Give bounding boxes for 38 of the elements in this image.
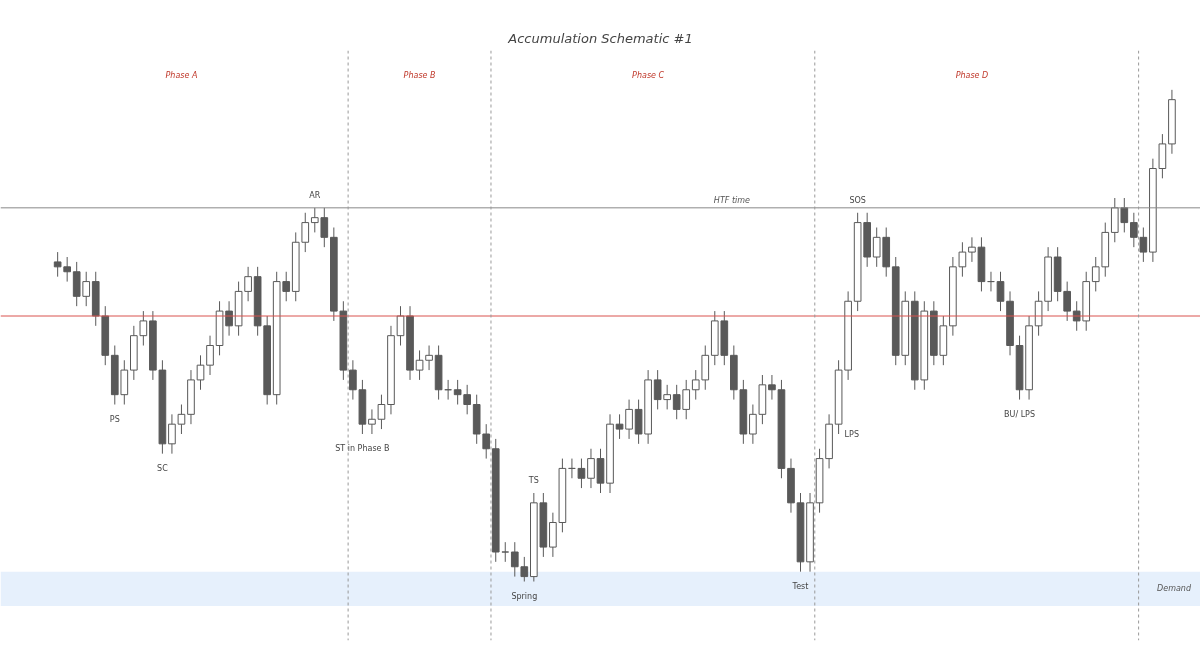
text: Phase A bbox=[165, 71, 198, 80]
chart-title: Accumulation Schematic #1 bbox=[507, 30, 693, 46]
candlestick bbox=[587, 448, 595, 489]
candlestick bbox=[377, 394, 386, 430]
annotation: PS bbox=[109, 414, 120, 424]
text: Test bbox=[791, 581, 809, 591]
candlestick bbox=[768, 374, 776, 401]
candlestick bbox=[520, 556, 529, 582]
ref-line-label: HTF time bbox=[713, 195, 751, 205]
candlestick bbox=[368, 408, 376, 435]
candlestick bbox=[177, 404, 186, 435]
annotation: ST in Phase B bbox=[335, 444, 390, 453]
candlestick bbox=[1091, 256, 1100, 292]
candlestick bbox=[749, 404, 757, 445]
annotation: BU/ LPS bbox=[1004, 409, 1036, 419]
text: Phase C bbox=[632, 71, 665, 80]
candlestick bbox=[996, 271, 1005, 312]
candlestick bbox=[53, 251, 62, 278]
candlestick bbox=[577, 458, 586, 489]
candlestick bbox=[510, 541, 519, 578]
candlestick bbox=[206, 335, 214, 376]
candlestick bbox=[63, 256, 71, 283]
candlestick bbox=[349, 359, 357, 401]
candlestick bbox=[501, 541, 510, 563]
candlestick bbox=[482, 423, 491, 460]
candlestick bbox=[168, 413, 176, 455]
text: Phase D bbox=[955, 71, 989, 80]
annotation: SOS bbox=[849, 195, 866, 205]
candlestick bbox=[301, 212, 310, 253]
text: Spring bbox=[511, 591, 538, 601]
annotation: SC bbox=[157, 463, 169, 473]
text: Phase B bbox=[403, 71, 436, 80]
annotation: LPS bbox=[844, 429, 859, 439]
annotation: TS bbox=[527, 476, 539, 485]
candlestick bbox=[196, 354, 205, 391]
annotation: AR bbox=[309, 190, 321, 200]
band-label: Demand bbox=[1157, 584, 1192, 594]
candlestick bbox=[691, 369, 700, 401]
